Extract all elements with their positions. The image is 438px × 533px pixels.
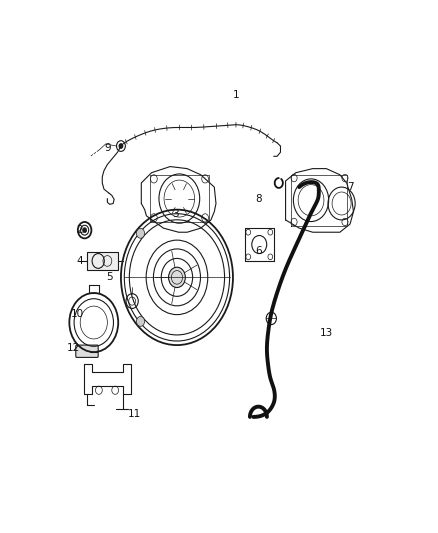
Circle shape bbox=[137, 229, 145, 238]
Text: 1: 1 bbox=[233, 90, 240, 100]
Circle shape bbox=[119, 143, 123, 149]
Text: 10: 10 bbox=[71, 309, 85, 319]
Text: 5: 5 bbox=[106, 272, 113, 282]
Circle shape bbox=[169, 267, 185, 287]
FancyBboxPatch shape bbox=[87, 252, 117, 270]
Circle shape bbox=[83, 228, 87, 232]
Text: 4: 4 bbox=[77, 256, 84, 266]
Circle shape bbox=[137, 317, 145, 326]
Text: 6: 6 bbox=[255, 246, 262, 256]
Text: 7: 7 bbox=[347, 182, 353, 192]
Text: 8: 8 bbox=[255, 195, 262, 204]
Text: 12: 12 bbox=[67, 343, 80, 353]
Text: 3: 3 bbox=[172, 209, 179, 219]
Text: 11: 11 bbox=[128, 409, 141, 418]
Text: 13: 13 bbox=[320, 328, 333, 338]
FancyBboxPatch shape bbox=[76, 345, 98, 358]
Text: 2: 2 bbox=[76, 225, 82, 235]
Text: 9: 9 bbox=[104, 143, 111, 153]
